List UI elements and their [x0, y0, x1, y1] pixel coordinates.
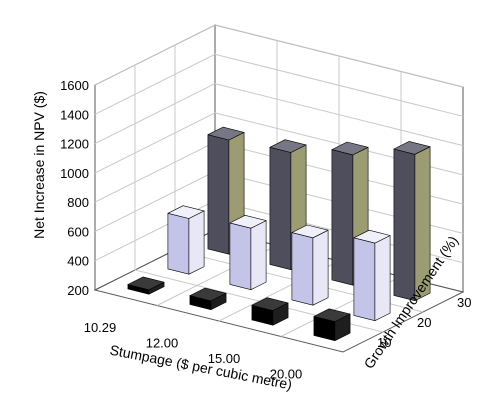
- z-axis-title: Net Increase in NPV ($): [31, 91, 47, 239]
- bar-20-15.00: [291, 224, 329, 306]
- z-tick-label: 1000: [60, 166, 89, 181]
- bar-side-face: [188, 210, 205, 275]
- bar-top-face: [251, 297, 289, 311]
- bar-top-face: [291, 224, 329, 239]
- z-tick-label: 400: [67, 254, 89, 269]
- x-axis-title: Stumpage ($ per cubic metre): [109, 342, 294, 393]
- y-tick-label: 10: [377, 335, 391, 350]
- y-tick-label: 20: [417, 315, 431, 330]
- bar-side-face: [250, 220, 267, 291]
- bar-top-face: [393, 141, 431, 155]
- x-tick-label: 15.00: [208, 351, 241, 366]
- bar-10-10.29: [127, 276, 165, 295]
- bar-top-face: [127, 276, 165, 291]
- bar-front-face: [229, 222, 252, 291]
- chart-bars: [127, 126, 431, 342]
- bar-30-20.00: [393, 141, 431, 302]
- bar-10-15.00: [251, 297, 289, 326]
- bar-front-face: [331, 149, 354, 286]
- bar-front-face: [393, 148, 416, 302]
- bar-20-12.00: [229, 215, 267, 291]
- x-tick-label: 12.00: [146, 335, 179, 350]
- z-gridline: [94, 83, 464, 147]
- bar-front-face: [291, 232, 314, 306]
- z-gridline: [94, 24, 464, 88]
- bar-20-20.00: [353, 229, 391, 322]
- bar-top-face: [313, 308, 351, 322]
- bar-top-face: [353, 229, 391, 244]
- z-tick-label: 1600: [60, 78, 89, 93]
- bar-top-face: [189, 287, 227, 302]
- z-tick-label: 1400: [60, 107, 89, 122]
- bar-top-face: [331, 141, 369, 156]
- x-tick-label: 10.29: [84, 320, 117, 335]
- y-tick-label: 30: [457, 295, 471, 310]
- bar-top-face: [207, 126, 245, 141]
- bar-top-face: [269, 139, 307, 153]
- chart-labels: 200 400 600 800 1000 1200 1400 1600 10.29 12.00 15…: [60, 78, 471, 381]
- y-gridline: [134, 65, 384, 333]
- z-gridline: [94, 53, 464, 117]
- bar-10-20.00: [313, 308, 351, 342]
- x-tick-label: 20.00: [270, 366, 303, 381]
- bar-front-face: [269, 147, 292, 271]
- bar-10-12.00: [189, 287, 227, 311]
- bar-top-face: [229, 215, 267, 229]
- bar-front-face: [353, 237, 376, 322]
- bar-side-face: [374, 235, 391, 322]
- bar-20-10.29: [167, 205, 205, 275]
- bar-front-face: [207, 134, 230, 255]
- z-tick-label: 1200: [60, 137, 89, 152]
- z-tick-label: 600: [67, 224, 89, 239]
- z-tick-label: 200: [67, 283, 89, 298]
- bar-side-face: [312, 229, 329, 306]
- bar-front-face: [167, 213, 190, 275]
- bar-top-face: [167, 205, 205, 219]
- z-tick-label: 800: [67, 195, 89, 210]
